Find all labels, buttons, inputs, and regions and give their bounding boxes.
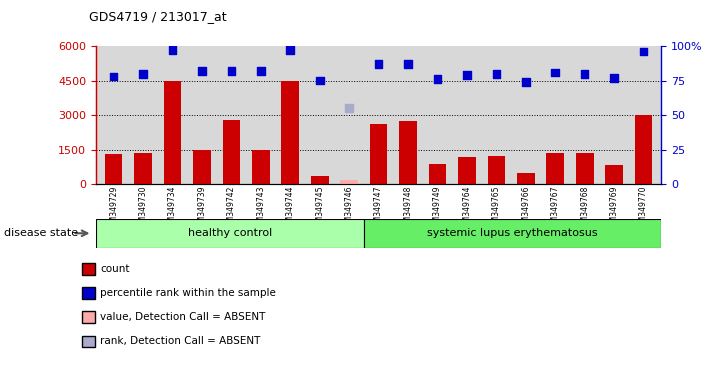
Point bbox=[550, 69, 561, 75]
Bar bbox=[341, 180, 358, 184]
Bar bbox=[399, 121, 417, 184]
Bar bbox=[429, 164, 447, 184]
Point bbox=[225, 68, 237, 74]
Bar bbox=[576, 153, 594, 184]
Bar bbox=[252, 150, 269, 184]
Point bbox=[520, 79, 532, 85]
Point bbox=[491, 71, 502, 77]
Bar bbox=[164, 81, 181, 184]
Text: healthy control: healthy control bbox=[188, 228, 272, 238]
Text: count: count bbox=[100, 264, 129, 274]
Point bbox=[137, 71, 149, 77]
Point bbox=[461, 72, 473, 78]
Text: disease state: disease state bbox=[4, 228, 77, 238]
Text: percentile rank within the sample: percentile rank within the sample bbox=[100, 288, 276, 298]
Point bbox=[284, 47, 296, 53]
Point bbox=[638, 48, 649, 55]
Point bbox=[343, 105, 355, 111]
Point bbox=[373, 61, 384, 67]
Bar bbox=[364, 219, 661, 248]
Text: rank, Detection Call = ABSENT: rank, Detection Call = ABSENT bbox=[100, 336, 261, 346]
Bar bbox=[635, 115, 653, 184]
Bar bbox=[370, 124, 387, 184]
Bar bbox=[134, 153, 152, 184]
Bar bbox=[105, 154, 122, 184]
Bar bbox=[488, 156, 506, 184]
Bar bbox=[96, 219, 364, 248]
Text: systemic lupus erythematosus: systemic lupus erythematosus bbox=[427, 228, 598, 238]
Bar bbox=[517, 173, 535, 184]
Bar bbox=[282, 81, 299, 184]
Point bbox=[167, 47, 178, 53]
Point bbox=[196, 68, 208, 74]
Bar bbox=[547, 153, 564, 184]
Bar bbox=[605, 165, 623, 184]
Bar bbox=[193, 150, 210, 184]
Bar bbox=[311, 176, 328, 184]
Bar bbox=[458, 157, 476, 184]
Text: value, Detection Call = ABSENT: value, Detection Call = ABSENT bbox=[100, 312, 266, 322]
Point bbox=[314, 78, 326, 84]
Point bbox=[432, 76, 443, 82]
Point bbox=[402, 61, 414, 67]
Point bbox=[609, 75, 620, 81]
Point bbox=[108, 73, 119, 79]
Text: GDS4719 / 213017_at: GDS4719 / 213017_at bbox=[89, 10, 227, 23]
Bar bbox=[223, 120, 240, 184]
Point bbox=[579, 71, 590, 77]
Point bbox=[255, 68, 267, 74]
